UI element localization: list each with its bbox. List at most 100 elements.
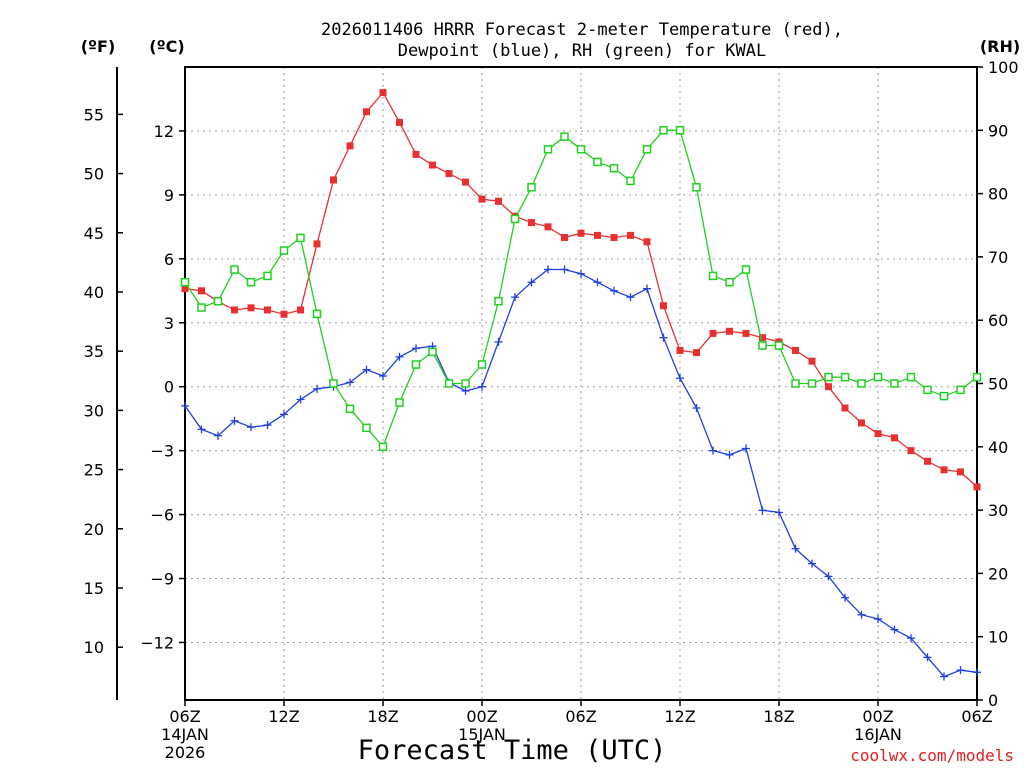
dewpoint-point [907,634,915,643]
f-tick-label: 45 [84,224,104,243]
dewpoint-line [184,268,978,678]
x-tick-year: 2026 [165,743,206,762]
rh-point [543,145,553,154]
rh-tick-label: 80 [988,185,1008,204]
dewpoint-point [362,365,371,374]
temperature-point [363,108,370,116]
c-tick-label: −6 [150,506,174,525]
dewpoint-point [527,278,536,287]
rh-point [312,309,322,319]
c-tick-label: −12 [140,633,174,652]
dewpoint-point [230,416,239,425]
rh-point [626,176,635,186]
rh-tick-label: 60 [988,311,1008,330]
dewpoint-point [626,293,635,302]
rh-point [527,183,536,192]
dewpoint-point [296,395,305,404]
x-tick-label: 06Z [961,707,992,726]
rh-point [873,372,883,382]
temperature-point [231,306,238,314]
dewpoint-point [808,559,816,568]
temperature-point [346,142,354,150]
f-tick-label: 20 [84,520,104,539]
rh-tick-label: 40 [988,438,1008,457]
temperature-point [181,285,189,293]
temperature-point [693,349,700,357]
rh-point [675,126,685,135]
dewpoint-point [742,444,750,453]
dewpoint-point [247,423,255,432]
temperature-point [742,329,750,337]
x-tick-date: 16JAN [854,725,902,744]
rh-tick-label: 30 [988,501,1008,520]
x-tick-label: 00Z [862,707,893,726]
rh-tick-label: 50 [988,375,1008,394]
rh-tick-label: 70 [988,248,1008,267]
temperature-point [544,223,552,231]
rh-point [230,265,239,274]
rh-point [411,360,421,369]
f-tick-label: 50 [84,165,104,184]
chart-title-line1: 2026011406 HRRR Forecast 2-meter Tempera… [321,20,843,40]
rh-point [494,296,503,306]
x-tick-label: 18Z [367,707,398,726]
temperature-point [808,357,816,365]
rh-point [708,271,718,281]
rh-point [428,347,437,357]
temperature-point [247,304,255,312]
rh-point [444,379,454,388]
rh-point [560,132,569,141]
rh-point [791,379,800,388]
rh-point [345,404,355,414]
chart-title-line2: Dewpoint (blue), RH (green) for KWAL [398,41,766,61]
rh-point [362,423,371,433]
rh-tick-label: 10 [988,628,1008,647]
c-tick-label: 6 [164,250,174,269]
f-tick-label: 10 [84,638,104,657]
dewpoint-point [511,293,519,302]
rh-point [972,372,982,382]
rh-point [725,277,734,287]
dewpoint-point [263,421,272,430]
temperature-point [280,310,288,318]
rh-point [609,164,619,173]
f-tick-label: 30 [84,401,104,420]
f-tick-label: 15 [84,579,104,598]
temperature-point [412,150,420,158]
dewpoint-point [659,333,668,342]
dewpoint-point [478,382,486,391]
dewpoint-point [956,666,965,675]
rh-point [279,246,289,255]
dewpoint-point [280,410,288,419]
temperature-point [610,234,618,242]
rh-tick-label: 0 [988,691,998,710]
temperature-point [429,161,436,169]
dewpoint-point [379,372,387,381]
rh-point [461,379,470,388]
dewpoint-point [593,278,602,287]
temperature-point [891,434,898,442]
dewpoint-point [841,593,849,602]
temperature-point [792,346,799,354]
temperature-point [561,234,568,242]
dewpoint-point [857,610,866,619]
rh-point [576,145,586,154]
rh-point [197,303,206,312]
dewpoint-point [692,404,701,413]
temperature-point [445,170,453,178]
temperature-point [396,118,403,126]
rh-point [477,360,487,369]
temperature-point [874,430,882,438]
temperature-point [676,346,684,354]
temperature-point [924,457,931,465]
temperature-point [462,178,469,186]
x-tick-label: 00Z [466,707,497,726]
dewpoint-point [395,352,404,361]
rh-tick-label: 20 [988,564,1008,583]
temperature-point [297,306,304,314]
rh-point [857,379,866,388]
temperature-point [825,383,832,391]
temperature-point [940,466,948,474]
